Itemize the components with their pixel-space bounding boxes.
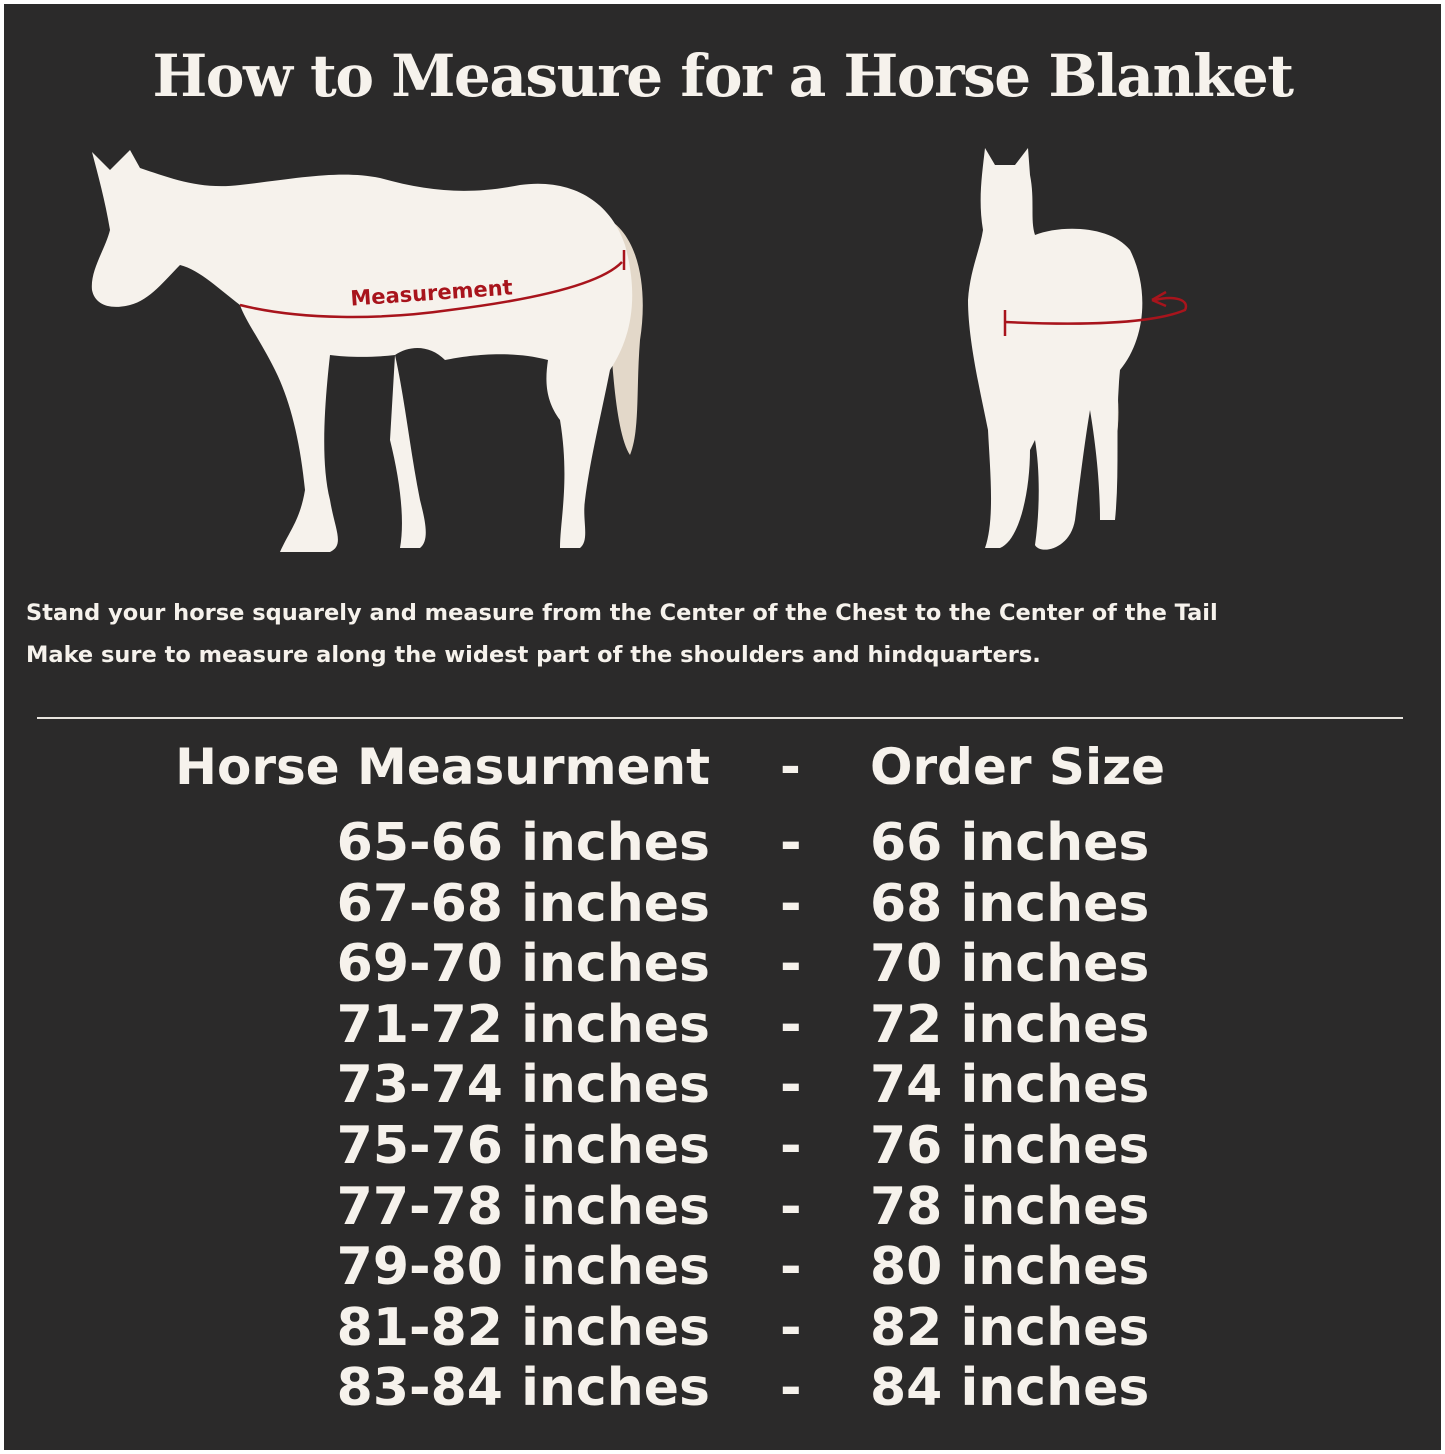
measurement-cell: 65-66 inches [336, 813, 710, 873]
header-measurement: Horse Measurment [175, 738, 710, 796]
instruction-line-1: Stand your horse squarely and measure fr… [26, 600, 1218, 626]
table-row: 77-78 inches - 78 inches [0, 1177, 1445, 1237]
measurement-cell: 79-80 inches [336, 1237, 710, 1298]
table-row: 71-72 inches - 72 inches [0, 995, 1445, 1055]
order-size-cell: 66 inches [870, 813, 1150, 873]
order-size-cell: 84 inches [870, 1358, 1150, 1419]
order-size-cell: 74 inches [870, 1055, 1150, 1116]
front-measurement-line [1004, 296, 1188, 325]
divider [37, 717, 1403, 719]
measurement-cell: 69-70 inches [336, 934, 710, 995]
side-horse-front-leg [390, 355, 426, 548]
measurement-cell: 71-72 inches [336, 994, 710, 1055]
table-row: 65-66 inches - 66 inches [0, 813, 1445, 873]
separator-cell: - [780, 1176, 802, 1237]
horse-diagrams: Measurement [91, 148, 1188, 552]
measurement-cell: 83-84 inches [336, 1358, 710, 1419]
instruction-line-2: Make sure to measure along the widest pa… [26, 642, 1041, 668]
page-title: How to Measure for a Horse Blanket [152, 42, 1294, 110]
order-size-cell: 82 inches [870, 1297, 1150, 1358]
measurement-cell: 81-82 inches [336, 1297, 710, 1358]
separator-cell: - [780, 1237, 802, 1298]
order-size-cell: 68 inches [870, 873, 1150, 934]
measurement-cell: 67-68 inches [336, 873, 710, 934]
measurement-cell: 73-74 inches [336, 1055, 710, 1116]
separator-cell: - [780, 873, 802, 934]
separator-cell: - [780, 813, 802, 873]
separator-cell: - [780, 1055, 802, 1116]
table-header: Horse Measurment - Order Size [0, 738, 1445, 798]
table-row: 83-84 inches - 84 inches [0, 1358, 1445, 1418]
table-row: 67-68 inches - 68 inches [0, 874, 1445, 934]
order-size-cell: 76 inches [870, 1116, 1150, 1176]
separator-cell: - [780, 1116, 802, 1176]
separator-cell: - [780, 934, 802, 995]
side-horse-body [91, 150, 633, 552]
table-row: 69-70 inches - 70 inches [0, 934, 1445, 994]
front-horse-body [968, 148, 1143, 550]
separator-cell: - [780, 1358, 802, 1419]
table-row: 79-80 inches - 80 inches [0, 1237, 1445, 1297]
front-view-horse-illustration [968, 148, 1188, 550]
order-size-cell: 80 inches [870, 1237, 1150, 1298]
measurement-cell: 75-76 inches [336, 1116, 710, 1176]
order-size-cell: 70 inches [870, 934, 1150, 995]
arrow-icon [1151, 290, 1167, 308]
separator-cell: - [780, 994, 802, 1055]
table-row: 73-74 inches - 74 inches [0, 1055, 1445, 1115]
table-row: 81-82 inches - 82 inches [0, 1298, 1445, 1358]
measurement-cell: 77-78 inches [336, 1176, 710, 1237]
table-row: 75-76 inches - 76 inches [0, 1116, 1445, 1176]
order-size-cell: 78 inches [870, 1176, 1150, 1237]
order-size-cell: 72 inches [870, 994, 1150, 1055]
header-order-size: Order Size [870, 738, 1166, 796]
header-separator: - [780, 738, 801, 796]
side-view-horse-illustration: Measurement [91, 150, 643, 552]
separator-cell: - [780, 1297, 802, 1358]
measurement-line [239, 261, 623, 319]
